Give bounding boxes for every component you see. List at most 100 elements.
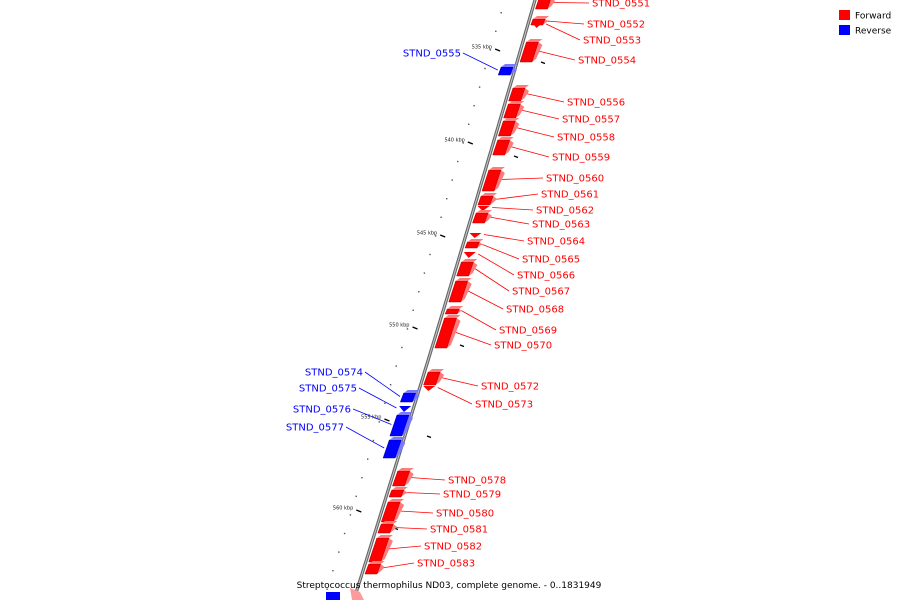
gene-arrowhead[interactable]: [423, 386, 436, 391]
gene-STND_0568[interactable]: [448, 278, 472, 303]
gene-bevel[interactable]: [504, 140, 514, 155]
gene-top[interactable]: [397, 468, 414, 471]
gene-top[interactable]: [376, 535, 393, 538]
gene-top[interactable]: [501, 64, 518, 67]
gene-label-STND_0578[interactable]: STND_0578: [448, 476, 506, 487]
gene-STND_0575[interactable]: [399, 406, 412, 412]
gene-top[interactable]: [497, 137, 514, 140]
gene-top[interactable]: [488, 167, 505, 170]
gene-body[interactable]: [388, 489, 405, 498]
gene-top[interactable]: [481, 193, 498, 196]
gene-bevel[interactable]: [460, 281, 472, 302]
gene-bevel[interactable]: [412, 393, 420, 402]
gene-STND_0580[interactable]: [380, 499, 405, 523]
gene-label-STND_0562[interactable]: STND_0562: [536, 206, 594, 217]
gene-label-STND_0570[interactable]: STND_0570: [494, 341, 552, 352]
gene-bevel[interactable]: [435, 372, 445, 385]
gene-label-STND_0569[interactable]: STND_0569: [499, 326, 557, 337]
gene-STND_0561[interactable]: [477, 193, 498, 206]
gene-bevel[interactable]: [547, 0, 556, 9]
gene-STND_0569[interactable]: [444, 306, 464, 315]
gene-STND_0565[interactable]: [464, 239, 484, 249]
gene-STND_0576[interactable]: [389, 412, 413, 437]
gene-STND_0562[interactable]: [477, 206, 490, 211]
gene-STND_0572[interactable]: [423, 369, 445, 386]
gene-arrowhead[interactable]: [477, 206, 490, 211]
gene-label-STND_0554[interactable]: STND_0554: [578, 56, 636, 67]
gene-bevel[interactable]: [446, 318, 461, 348]
gene-label-STND_0556[interactable]: STND_0556: [567, 98, 625, 109]
gene-label-STND_0582[interactable]: STND_0582: [424, 542, 482, 553]
gene-STND_0559[interactable]: [492, 137, 514, 156]
gene-label-STND_0579[interactable]: STND_0579: [443, 490, 501, 501]
gene-body[interactable]: [497, 66, 514, 76]
gene-STND_0581[interactable]: [377, 521, 398, 534]
gene-top[interactable]: [368, 561, 385, 564]
gene-bevel[interactable]: [510, 67, 518, 75]
gene-label-STND_0567[interactable]: STND_0567: [512, 287, 570, 298]
gene-label-STND_0563[interactable]: STND_0563: [532, 220, 590, 231]
gene-bevel[interactable]: [401, 490, 408, 497]
gene-top[interactable]: [508, 101, 525, 104]
gene-body[interactable]: [464, 241, 480, 249]
gene-label-STND_0581[interactable]: STND_0581: [430, 525, 488, 536]
gene-top[interactable]: [447, 306, 464, 309]
gene-bevel[interactable]: [484, 213, 493, 223]
gene-arrowhead[interactable]: [531, 22, 544, 28]
gene-top[interactable]: [428, 369, 445, 372]
gene-STND_0577[interactable]: [382, 437, 406, 459]
gene-STND_0574[interactable]: [399, 390, 420, 403]
gene-label-STND_0577[interactable]: STND_0577: [286, 423, 344, 434]
gene-top[interactable]: [403, 390, 420, 393]
gene-bevel[interactable]: [457, 309, 464, 314]
gene-STND_0578[interactable]: [392, 468, 414, 487]
gene-bevel[interactable]: [477, 242, 484, 248]
gene-top[interactable]: [533, 16, 550, 19]
gene-label-STND_0564[interactable]: STND_0564: [527, 237, 585, 248]
gene-label-STND_0558[interactable]: STND_0558: [557, 133, 615, 144]
gene-label-STND_0575[interactable]: STND_0575: [299, 384, 357, 395]
gene-body[interactable]: [444, 308, 460, 315]
gene-label-STND_0553[interactable]: STND_0553: [583, 36, 641, 47]
gene-label-STND_0552[interactable]: STND_0552: [587, 20, 645, 31]
gene-bevel[interactable]: [520, 88, 530, 101]
gene-labels[interactable]: STND_0551 STND_0552 STND_0553 STND_0554 STND…: [286, 0, 650, 570]
gene-STND_0551[interactable]: [535, 0, 556, 10]
gene-STND_0554[interactable]: [519, 39, 543, 63]
gene-STND_0570[interactable]: [434, 315, 461, 349]
gene-label-STND_0551[interactable]: STND_0551: [592, 0, 650, 10]
gene-label-STND_0559[interactable]: STND_0559: [552, 153, 610, 164]
gene-bevel[interactable]: [542, 19, 550, 25]
gene-top[interactable]: [389, 437, 406, 440]
gene-top[interactable]: [396, 412, 413, 415]
gene-STND_0566[interactable]: [463, 252, 476, 258]
gene-STND_0560[interactable]: [481, 167, 505, 192]
gene-STND_0555[interactable]: [497, 64, 518, 76]
gene-label-STND_0566[interactable]: STND_0566: [517, 271, 575, 282]
gene-top[interactable]: [391, 487, 408, 490]
gene-top[interactable]: [455, 278, 472, 281]
gene-bevel[interactable]: [494, 170, 505, 191]
gene-top[interactable]: [503, 118, 520, 121]
gene-label-STND_0560[interactable]: STND_0560: [546, 174, 604, 185]
gene-top[interactable]: [461, 259, 478, 262]
gene-top[interactable]: [388, 499, 405, 502]
gene-label-STND_0574[interactable]: STND_0574: [305, 368, 363, 379]
gene-body[interactable]: [535, 0, 551, 10]
gene-arrowhead[interactable]: [469, 233, 482, 238]
gene-label-STND_0573[interactable]: STND_0573: [475, 400, 533, 411]
gene-bevel[interactable]: [489, 196, 498, 205]
gene-STND_0557[interactable]: [503, 101, 525, 119]
gene-bevel[interactable]: [401, 415, 413, 436]
gene-bevel[interactable]: [404, 471, 414, 486]
gene-label-STND_0583[interactable]: STND_0583: [417, 559, 475, 570]
gene-bevel[interactable]: [532, 42, 543, 62]
gene-top[interactable]: [526, 39, 543, 42]
gene-arrowhead[interactable]: [463, 252, 476, 258]
gene-top[interactable]: [513, 85, 530, 88]
gene-features[interactable]: [326, 0, 556, 600]
gene-top[interactable]: [381, 521, 398, 524]
gene-label-STND_0555[interactable]: STND_0555: [403, 49, 461, 60]
gene-label-STND_0568[interactable]: STND_0568: [506, 305, 564, 316]
gene-bevel[interactable]: [389, 524, 398, 533]
